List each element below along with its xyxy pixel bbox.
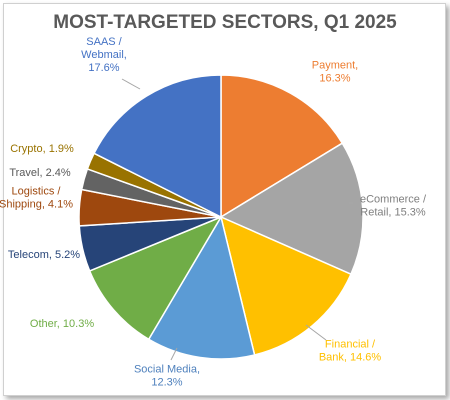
data-label-telecom: Telecom, 5.2%: [8, 249, 80, 261]
pie-slice-saas-webmail: [93, 74, 222, 219]
pie-slice-ecommerce-retail: [219, 142, 364, 276]
data-label-payment: Payment, 16.3%: [312, 60, 358, 85]
data-label-ecommerce-retail: eCommerce / Retail, 15.3%: [360, 194, 427, 219]
pie-slice-payment: [220, 74, 344, 219]
pie-slice-financial-bank: [219, 215, 352, 356]
data-label-other: Other, 10.3%: [30, 318, 94, 330]
pie-slice-other: [88, 215, 223, 341]
leader-line: [121, 78, 141, 90]
data-label-logistics-shipping: Logistics / Shipping, 4.1%: [0, 186, 73, 211]
data-label-travel: Travel, 2.4%: [9, 167, 71, 179]
leader-line: [170, 347, 178, 361]
data-label-social-media: Social Media, 12.3%: [134, 364, 200, 389]
data-label-financial-bank: Financial / Bank, 14.6%: [319, 339, 382, 364]
leader-line: [305, 324, 327, 341]
data-label-saas-webmail: SAAS / Webmail, 17.6%: [81, 36, 127, 74]
chart-title: MOST-TARGETED SECTORS, Q1 2025: [53, 12, 397, 33]
pie-slice-social-media: [147, 215, 256, 360]
data-label-crypto: Crypto, 1.9%: [10, 143, 74, 155]
